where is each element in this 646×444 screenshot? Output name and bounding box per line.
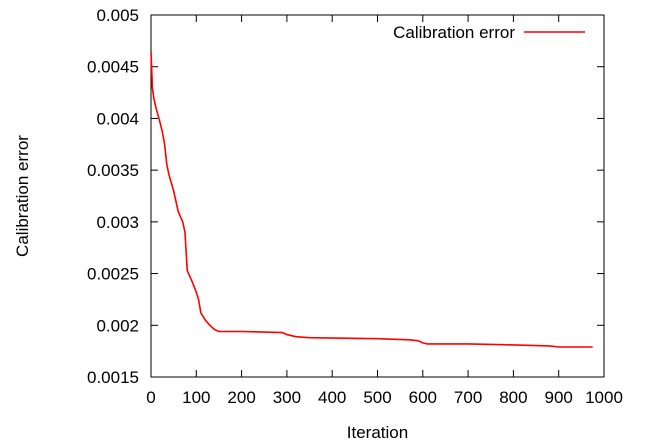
y-tick-label-1: 0.002: [96, 316, 139, 335]
x-tick-label-3: 300: [273, 388, 301, 407]
legend-label-calibration-error: Calibration error: [393, 23, 515, 42]
y-tick-label-6: 0.0045: [87, 58, 139, 77]
legend: Calibration error: [393, 23, 585, 42]
calibration-error-line: [150, 51, 593, 348]
axis-tick-labels: 0 100 200 300 400 500 600 700 800 900 1000 0.0015 0.…: [87, 6, 623, 407]
x-tick-label-5: 500: [363, 388, 391, 407]
x-tick-label-2: 200: [227, 388, 255, 407]
x-tick-label-10: 1000: [585, 388, 623, 407]
axis-ticks: [150, 14, 605, 378]
y-axis-label: Calibration error: [13, 135, 32, 257]
y-tick-label-3: 0.003: [96, 213, 139, 232]
y-tick-label-2: 0.0025: [87, 265, 139, 284]
y-tick-label-4: 0.0035: [87, 161, 139, 180]
x-tick-label-8: 800: [499, 388, 527, 407]
y-tick-label-0: 0.0015: [87, 368, 139, 387]
x-axis-label: Iteration: [347, 423, 408, 442]
x-tick-label-1: 100: [182, 388, 210, 407]
y-tick-label-7: 0.005: [96, 6, 139, 25]
x-tick-label-6: 600: [409, 388, 437, 407]
plot-frame: [150, 14, 605, 378]
x-tick-label-9: 900: [545, 388, 573, 407]
x-tick-label-7: 700: [454, 388, 482, 407]
x-tick-label-0: 0: [146, 388, 155, 407]
x-tick-label-4: 400: [318, 388, 346, 407]
y-tick-label-5: 0.004: [96, 109, 139, 128]
